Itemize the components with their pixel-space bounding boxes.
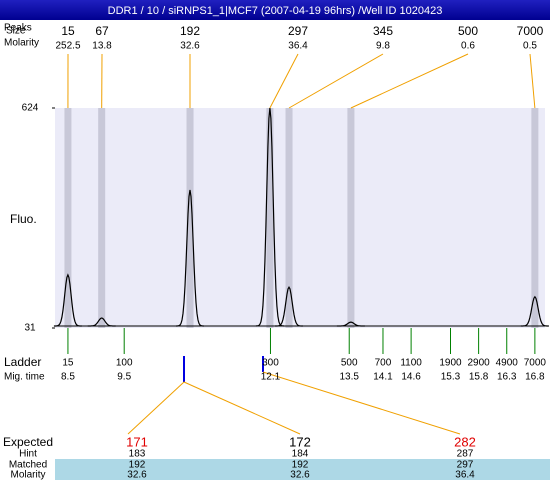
row-label: Expected — [3, 435, 53, 449]
peak — [255, 107, 284, 327]
peak-band — [285, 108, 293, 328]
peak-size: 67 — [95, 24, 109, 38]
peak-band — [64, 108, 72, 328]
peak-molarity: 36.4 — [288, 41, 308, 52]
peak-band — [98, 108, 106, 328]
peak-molarity: 0.5 — [523, 41, 537, 52]
matched-value: 192 — [129, 460, 146, 471]
matched-value: 192 — [292, 460, 309, 471]
row-label: Ladder — [4, 355, 41, 369]
peak-molarity: 32.6 — [180, 41, 200, 52]
peak-molarity: 9.8 — [376, 41, 390, 52]
ladder-size: 300 — [262, 358, 279, 369]
ladder-size: 700 — [375, 358, 392, 369]
ladder-size: 1900 — [439, 358, 462, 369]
peak-size: 15 — [61, 24, 75, 38]
peak-link — [269, 53, 299, 109]
ladder-mig-time: 13.5 — [339, 372, 359, 383]
peak-molarity: 0.6 — [461, 41, 475, 52]
expected-value: 172 — [289, 434, 311, 449]
expected-value: 171 — [126, 434, 148, 449]
y-tick-label: 624 — [22, 103, 39, 114]
hint-value: 183 — [129, 449, 146, 460]
ladder-size: 2900 — [467, 358, 490, 369]
hint-value: 184 — [292, 449, 309, 460]
y-tick-label: 31 — [24, 323, 36, 334]
hint-value: 287 — [457, 449, 474, 460]
molarity-value: 32.6 — [127, 470, 147, 480]
row-label: Mig. time — [4, 372, 45, 383]
peak-size: 192 — [180, 24, 200, 38]
peak — [176, 189, 204, 327]
row-label: Matched — [9, 460, 47, 471]
peak — [53, 273, 82, 327]
peak-size: 500 — [458, 24, 478, 38]
expected-value: 282 — [454, 434, 476, 449]
ladder-mig-time: 15.8 — [469, 372, 489, 383]
matched-value: 297 — [457, 460, 474, 471]
peak-band — [186, 108, 194, 328]
row-label: Peaks — [4, 23, 32, 34]
ladder-mig-time: 16.3 — [497, 372, 517, 383]
peak-link — [350, 53, 469, 109]
ladder-size: 500 — [341, 358, 358, 369]
ladder-size: 4900 — [496, 358, 519, 369]
title: DDR1 / 10 / siRNPS1_1|MCF7 (2007-04-19 9… — [108, 5, 443, 17]
molarity-value: 32.6 — [290, 470, 310, 480]
row-label: Molarity — [10, 470, 45, 480]
ladder-size: 100 — [116, 358, 133, 369]
axis-label: Fluo. — [10, 212, 37, 226]
ladder-mig-time: 14.6 — [401, 372, 421, 383]
peak-link — [288, 53, 384, 109]
peak-size: 345 — [373, 24, 393, 38]
ladder-mig-time: 14.1 — [373, 372, 393, 383]
peak-link — [529, 53, 536, 109]
ladder-mig-time: 15.3 — [441, 372, 461, 383]
peak-molarity: 13.8 — [92, 41, 112, 52]
peak-band — [347, 108, 355, 328]
match-links — [127, 371, 461, 435]
peak-band — [531, 108, 539, 328]
ladder-mig-time: 9.5 — [117, 372, 131, 383]
plot-area — [55, 108, 545, 328]
title-bar — [0, 0, 550, 20]
peak-size: 7000 — [517, 24, 544, 38]
row-label: Molarity — [4, 38, 39, 49]
peak-size: 297 — [288, 24, 308, 38]
ladder-size: 1100 — [400, 358, 422, 369]
peak — [275, 285, 303, 327]
ladder-mig-time: 16.8 — [525, 372, 545, 383]
peak-band — [266, 108, 274, 328]
ladder-mig-time: 8.5 — [61, 372, 75, 383]
ladder-size: 15 — [62, 358, 74, 369]
peak — [336, 321, 365, 327]
row-label: Size — [6, 26, 26, 37]
matched-rows-bg — [55, 459, 550, 480]
peak-molarity: 252.5 — [55, 41, 80, 52]
molarity-value: 36.4 — [455, 470, 475, 480]
ladder-mig-time: 12.1 — [261, 372, 281, 383]
peak — [87, 317, 116, 327]
ladder-size: 7000 — [524, 358, 547, 369]
row-label: Hint — [19, 449, 37, 460]
peak — [520, 295, 549, 327]
